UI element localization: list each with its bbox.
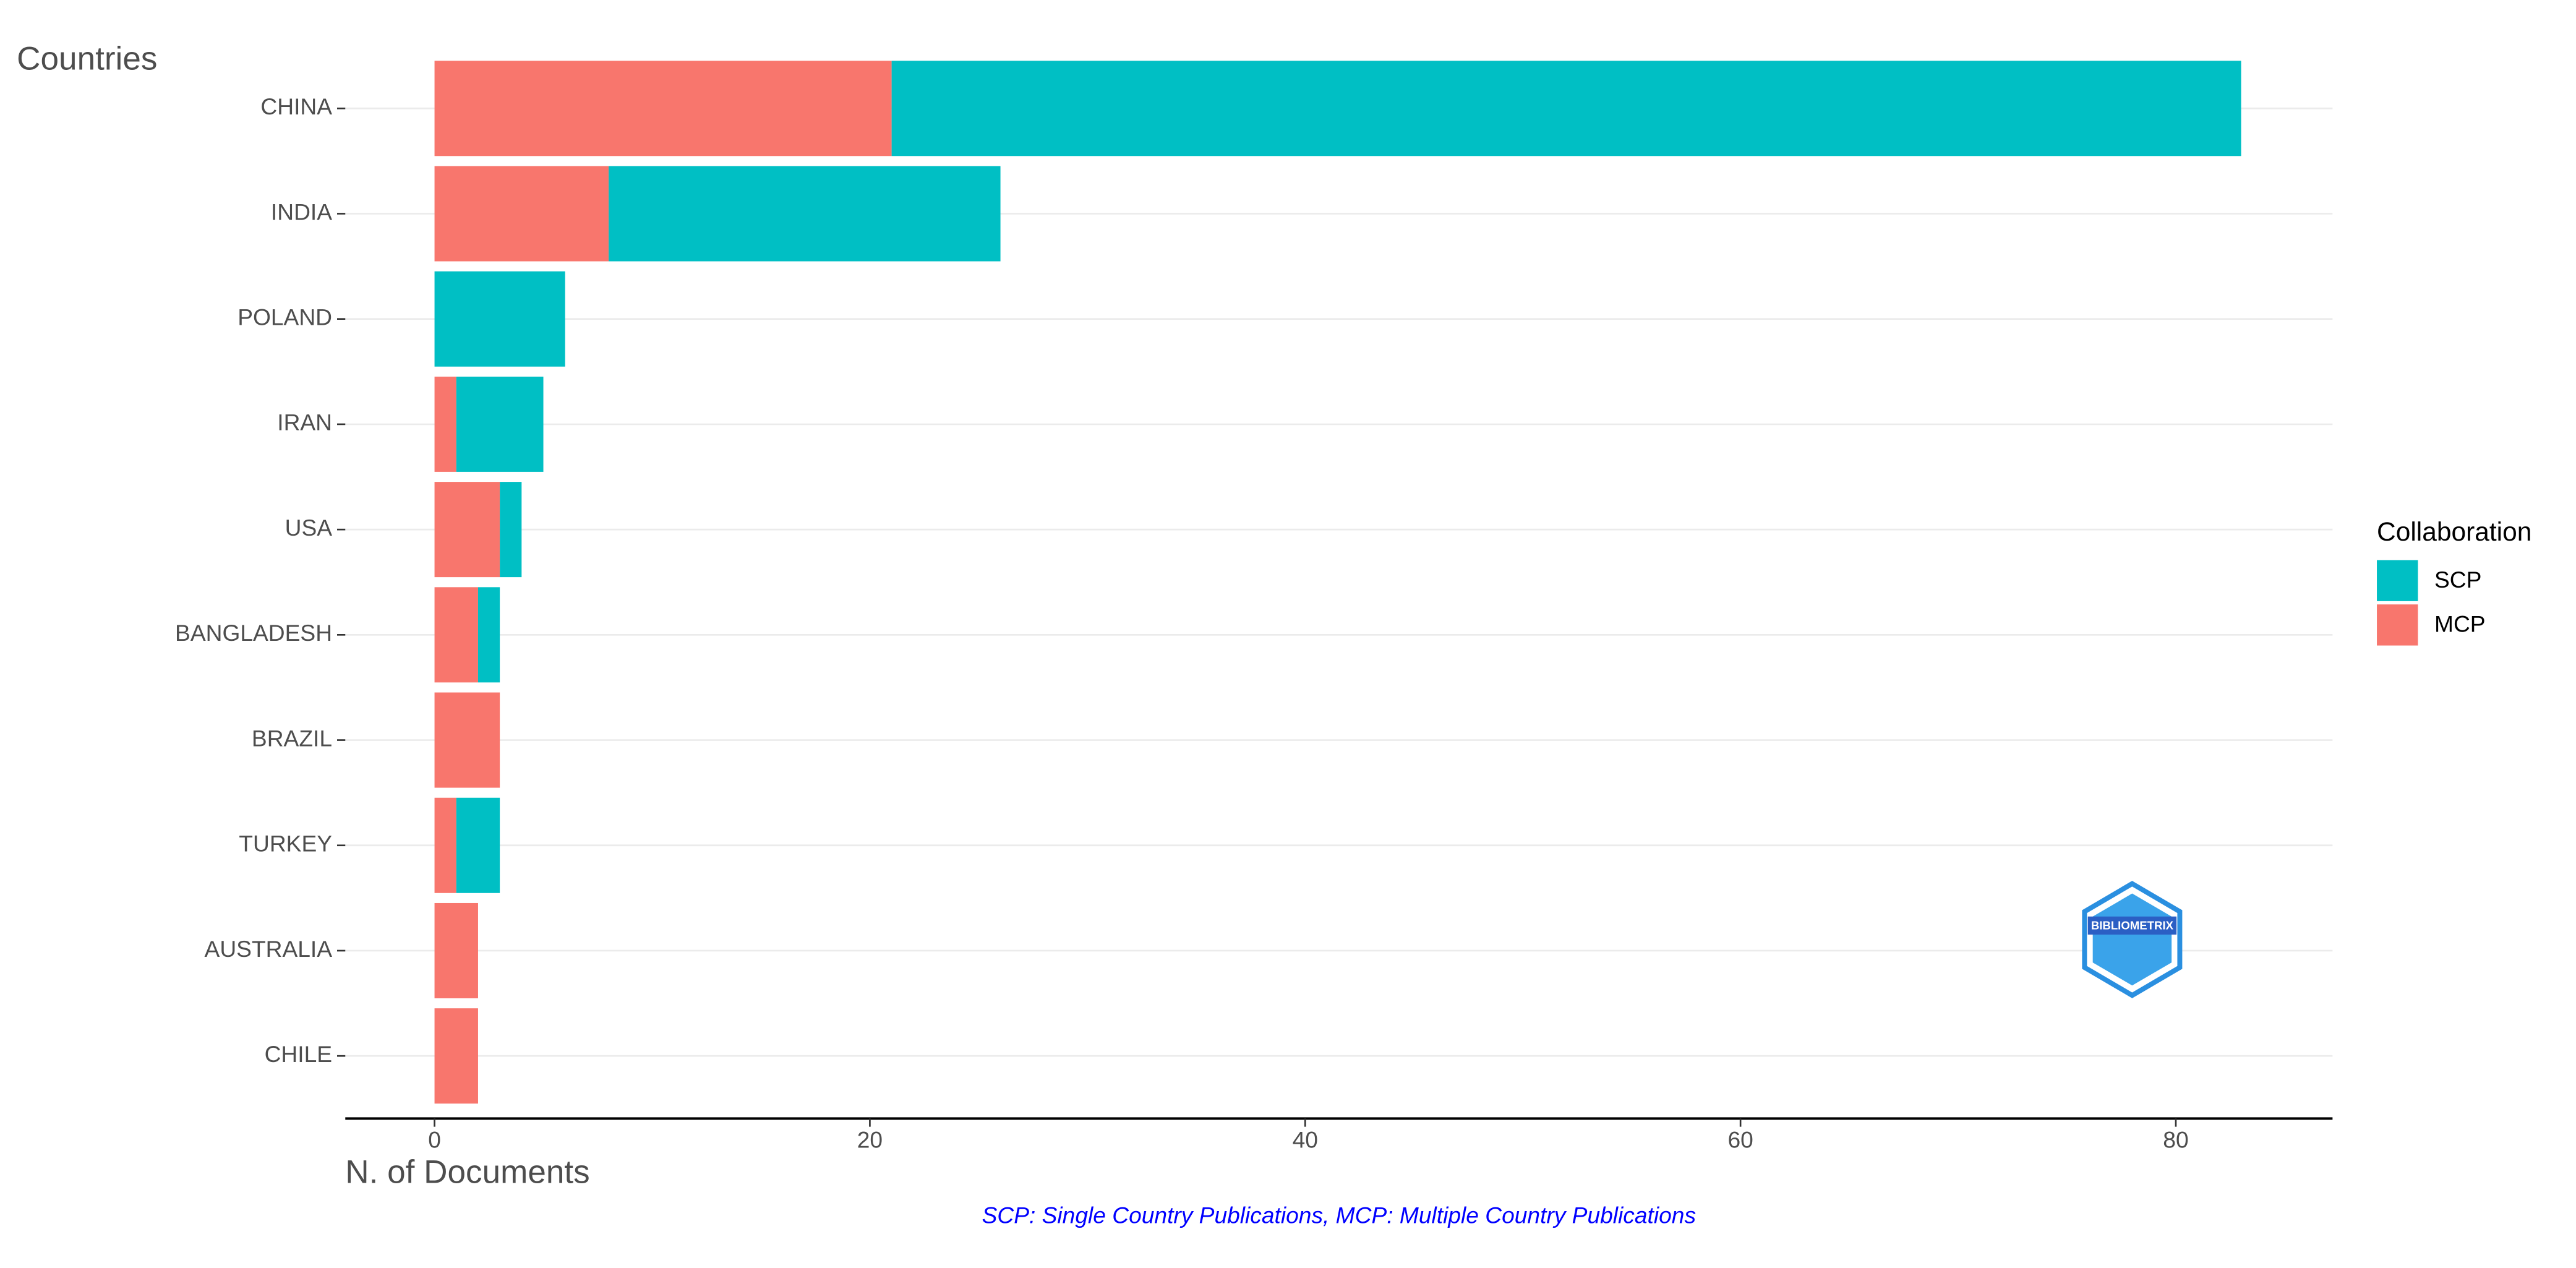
x-tick-label: 80 <box>2163 1126 2188 1152</box>
y-tick-label: AUSTRALIA <box>205 936 333 962</box>
y-tick-label: TURKEY <box>239 831 332 857</box>
x-tick-label: 60 <box>1727 1126 1753 1152</box>
x-tick-label: 40 <box>1293 1126 1318 1152</box>
bar <box>477 587 500 683</box>
x-axis-title: N. of Documents <box>345 1154 589 1191</box>
legend-swatch <box>2377 560 2418 601</box>
legend-title: Collaboration <box>2377 518 2531 547</box>
bar <box>434 587 478 683</box>
legend-label: MCP <box>2434 611 2486 637</box>
bar <box>434 1008 478 1104</box>
bar <box>434 166 609 262</box>
y-tick-label: INDIA <box>271 199 332 225</box>
y-tick-label: CHINA <box>260 93 332 119</box>
x-tick-label: 20 <box>857 1126 883 1152</box>
y-tick-label: USA <box>285 515 333 541</box>
logo-text: BIBLIOMETRIX <box>2091 919 2174 932</box>
bar <box>434 376 456 472</box>
logo-band <box>2087 916 2177 935</box>
logo: BIBLIOMETRIX <box>2082 881 2183 998</box>
caption: SCP: Single Country Publications, MCP: M… <box>982 1202 1696 1228</box>
y-axis-title: Countries <box>17 40 157 77</box>
legend-swatch <box>2377 604 2418 646</box>
bar <box>500 482 522 578</box>
y-tick-label: BRAZIL <box>252 725 332 751</box>
bar <box>891 61 2241 156</box>
y-tick-label: POLAND <box>237 304 332 330</box>
legend-label: SCP <box>2434 567 2481 593</box>
y-tick-label: BANGLADESH <box>175 620 332 646</box>
x-tick-label: 0 <box>428 1126 441 1152</box>
bar <box>609 166 1001 262</box>
bar <box>456 376 544 472</box>
bar <box>434 482 500 578</box>
bar <box>434 692 500 788</box>
bar <box>434 61 892 156</box>
y-tick-label: CHILE <box>265 1041 332 1067</box>
bar <box>456 797 500 893</box>
y-tick-label: IRAN <box>277 409 332 435</box>
bar <box>434 902 478 998</box>
bar <box>434 797 456 893</box>
bar <box>434 271 565 367</box>
